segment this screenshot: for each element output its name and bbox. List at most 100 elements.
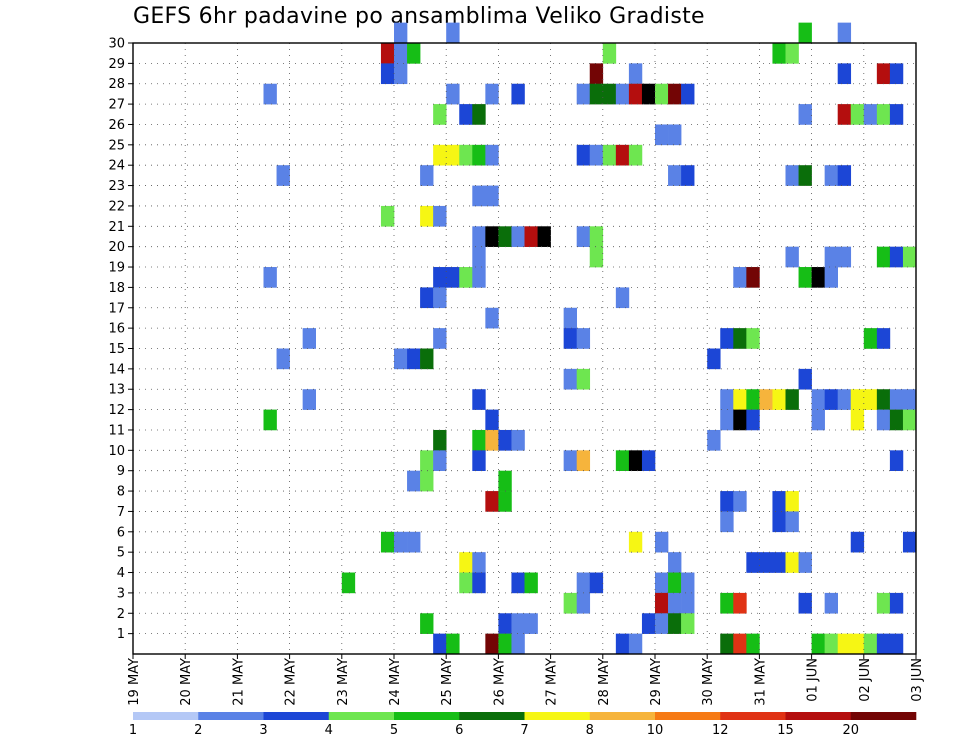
heatmap-cell: [472, 226, 486, 247]
heatmap-cell: [785, 43, 799, 64]
heatmap-cell: [641, 613, 656, 634]
heatmap-cell: [720, 328, 734, 349]
heatmap-cell: [628, 531, 643, 553]
heatmap-cell: [798, 22, 812, 44]
heatmap-cell: [589, 83, 604, 105]
x-tick-label: 25 MAY: [440, 658, 455, 706]
y-tick-label: 16: [108, 322, 125, 337]
heatmap-cell: [837, 246, 852, 268]
x-tick-label: 24 MAY: [388, 658, 403, 706]
y-tick-label: 15: [108, 342, 125, 357]
heatmap-cell: [876, 633, 891, 655]
heatmap-cell: [811, 389, 825, 410]
heatmap-cell: [655, 572, 669, 594]
x-tick-label: 31 MAY: [753, 658, 768, 706]
heatmap-cell: [420, 165, 434, 186]
heatmap-cell: [850, 531, 865, 553]
heatmap-cell: [394, 531, 408, 553]
heatmap-cell: [563, 368, 577, 390]
heatmap-cell: [876, 592, 891, 614]
colorbar-label: 1: [129, 723, 137, 738]
y-tick-label: 27: [108, 98, 125, 113]
heatmap-cell: [511, 83, 525, 105]
heatmap-cell: [641, 83, 656, 105]
y-tick-label: 24: [108, 159, 125, 174]
heatmap-cell: [576, 572, 591, 594]
heatmap-cell: [524, 226, 538, 247]
heatmap-cell: [472, 389, 486, 410]
x-tick-label: 01 JUN: [806, 658, 821, 702]
heatmap-cell: [589, 572, 604, 594]
heatmap-cell: [681, 165, 695, 186]
heatmap-cell: [785, 491, 799, 512]
heatmap-cell: [380, 205, 395, 227]
heatmap-cell: [433, 429, 447, 451]
heatmap-cell: [302, 328, 316, 349]
heatmap-cell: [850, 633, 865, 655]
heatmap-cell: [394, 43, 408, 64]
heatmap-cell: [628, 83, 643, 105]
y-tick-label: 3: [117, 586, 125, 601]
heatmap-cell: [876, 328, 891, 349]
heatmap-cell: [420, 470, 434, 492]
heatmap-cell: [746, 267, 760, 288]
y-tick-label: 5: [117, 546, 125, 561]
heatmap-cell: [668, 165, 682, 186]
heatmap-cell: [420, 613, 434, 634]
heatmap-cell: [655, 592, 669, 614]
x-tick-label: 02 JUN: [858, 658, 873, 702]
heatmap-cell: [811, 409, 825, 431]
heatmap-cell: [720, 633, 734, 655]
heatmap-cell: [628, 144, 643, 166]
heatmap-cell: [746, 633, 760, 655]
heatmap-cell: [902, 531, 917, 553]
heatmap-cell: [772, 511, 786, 533]
y-tick-label: 17: [108, 301, 125, 316]
x-tick-label: 19 MAY: [127, 658, 142, 706]
y-tick-label: 29: [108, 57, 125, 72]
y-tick-label: 18: [108, 281, 125, 296]
x-tick-label: 20 MAY: [179, 658, 194, 706]
x-tick-label: 23 MAY: [336, 658, 351, 706]
heatmap-cell: [876, 63, 891, 85]
heatmap-cell: [563, 592, 577, 614]
heatmap-cell: [276, 165, 290, 186]
heatmap-cell: [498, 470, 512, 492]
heatmap-cell: [433, 104, 447, 125]
heatmap-cell: [720, 389, 734, 410]
heatmap-cell: [446, 144, 460, 166]
colorbar-label: 12: [712, 723, 729, 738]
heatmap-cell: [720, 409, 734, 431]
heatmap-cell: [263, 267, 277, 288]
data-cells: [263, 22, 917, 655]
heatmap-cell: [576, 83, 591, 105]
x-tick-label: 27 MAY: [545, 658, 560, 706]
colorbar-label: 10: [647, 723, 664, 738]
heatmap-cell: [707, 429, 721, 451]
heatmap-cell: [837, 104, 852, 125]
heatmap-cell: [433, 144, 447, 166]
heatmap-cell: [589, 246, 604, 268]
heatmap-cell: [407, 348, 421, 370]
heatmap-cell: [902, 246, 917, 268]
heatmap-cell: [876, 389, 891, 410]
heatmap-cell: [576, 226, 591, 247]
y-tick-label: 20: [108, 240, 125, 255]
heatmap-cell: [785, 165, 799, 186]
heatmap-cell: [459, 572, 473, 594]
heatmap-cell: [772, 552, 786, 573]
y-tick-label: 14: [108, 362, 125, 377]
heatmap-cell: [563, 450, 577, 471]
x-tick-label: 03 JUN: [910, 658, 925, 702]
y-tick-label: 30: [108, 37, 125, 52]
heatmap-cell: [798, 104, 812, 125]
colorbar-label: 2: [194, 723, 202, 738]
heatmap-cell: [889, 63, 904, 85]
heatmap-cell: [759, 552, 773, 573]
heatmap-cell: [876, 104, 891, 125]
heatmap-cell: [733, 328, 747, 349]
heatmap-cell: [576, 144, 591, 166]
heatmap-cell: [681, 572, 695, 594]
x-tick-label: 26 MAY: [492, 658, 507, 706]
heatmap-cell: [446, 633, 460, 655]
